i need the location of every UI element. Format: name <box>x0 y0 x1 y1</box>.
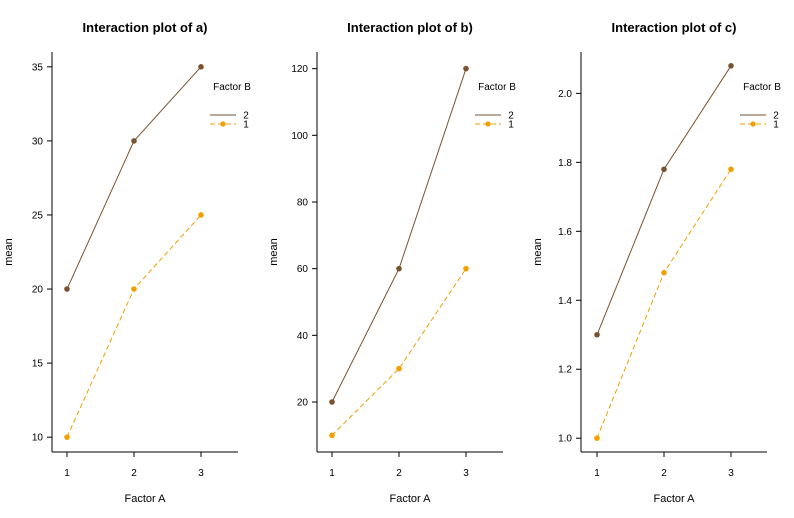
y-tick-label: 120 <box>291 64 308 75</box>
x-tick-label: 3 <box>728 468 734 479</box>
data-point <box>198 212 204 218</box>
x-axis-label: Factor A <box>654 493 696 505</box>
y-tick-label: 80 <box>297 198 309 209</box>
y-tick-label: 30 <box>32 136 44 147</box>
legend-marker <box>220 121 226 127</box>
data-point <box>594 331 600 338</box>
x-tick-label: 3 <box>463 468 469 479</box>
data-point <box>131 138 137 144</box>
legend-label: 1 <box>508 120 514 131</box>
data-point <box>728 166 734 173</box>
y-tick-label: 1.8 <box>558 158 572 169</box>
x-tick-label: 1 <box>329 468 335 479</box>
x-axis-label: Factor A <box>125 493 167 505</box>
data-point <box>64 434 70 440</box>
legend-marker <box>750 121 756 127</box>
legend-label: 2 <box>508 111 514 122</box>
legend-label: 1 <box>243 120 249 131</box>
data-point <box>728 62 734 69</box>
y-tick-label: 2.0 <box>558 89 572 100</box>
legend-title: Factor B <box>743 82 781 93</box>
y-tick-label: 20 <box>297 398 309 409</box>
data-point <box>329 432 335 439</box>
series-line-2 <box>331 68 467 403</box>
x-tick-label: 1 <box>594 468 600 479</box>
x-tick-label: 2 <box>661 468 667 479</box>
data-point <box>594 435 600 442</box>
data-point <box>463 265 469 272</box>
legend-marker <box>485 121 491 127</box>
data-point <box>396 365 402 372</box>
data-point <box>131 286 137 292</box>
legend-label: 2 <box>243 111 249 122</box>
legend-title: Factor B <box>478 82 516 93</box>
data-point <box>396 265 402 272</box>
chart-panel-3: Interaction plot of c) 1.0 1.2 1.4 1.6 1.8 2.0… <box>532 20 781 505</box>
legend: Factor B 21 <box>740 82 781 131</box>
y-axis-label: mean <box>532 238 544 266</box>
legend-label: 1 <box>773 120 779 131</box>
y-tick-label: 10 <box>32 433 44 444</box>
x-tick-label: 1 <box>64 468 70 479</box>
y-axis-label: mean <box>268 238 280 266</box>
chart-title: Interaction plot of b) <box>347 20 473 35</box>
y-tick-label: 60 <box>297 264 309 275</box>
y-tick-label: 1.6 <box>558 227 572 238</box>
y-tick-label: 100 <box>291 131 308 142</box>
y-tick-label: 1.4 <box>558 296 572 307</box>
series-line-1 <box>66 214 202 438</box>
data-point <box>463 65 469 72</box>
legend-title: Factor B <box>213 82 251 93</box>
y-tick-label: 25 <box>32 210 44 221</box>
x-axis-label: Factor A <box>390 493 432 505</box>
y-tick-label: 20 <box>32 285 44 296</box>
series-line-1 <box>331 268 467 436</box>
y-axis-label: mean <box>3 238 15 266</box>
y-tick-label: 1.0 <box>558 434 572 445</box>
data-point <box>198 64 204 70</box>
y-tick-label: 40 <box>297 331 309 342</box>
y-tick-label: 35 <box>32 62 44 73</box>
x-tick-label: 2 <box>396 468 402 479</box>
series-line-1 <box>596 168 732 439</box>
y-tick-label: 15 <box>32 359 44 370</box>
chart-title: Interaction plot of a) <box>83 20 208 35</box>
data-point <box>329 399 335 405</box>
data-point <box>64 286 70 292</box>
y-tick-label: 1.2 <box>558 365 572 376</box>
x-tick-label: 2 <box>131 468 137 479</box>
data-point <box>661 166 667 173</box>
chart-title: Interaction plot of c) <box>612 20 737 35</box>
x-tick-label: 3 <box>198 468 204 479</box>
data-point <box>661 269 667 276</box>
legend-label: 2 <box>773 111 779 122</box>
series-line-2 <box>66 66 202 290</box>
legend: Factor B 21 <box>475 82 516 131</box>
legend: Factor B 21 <box>210 82 251 131</box>
